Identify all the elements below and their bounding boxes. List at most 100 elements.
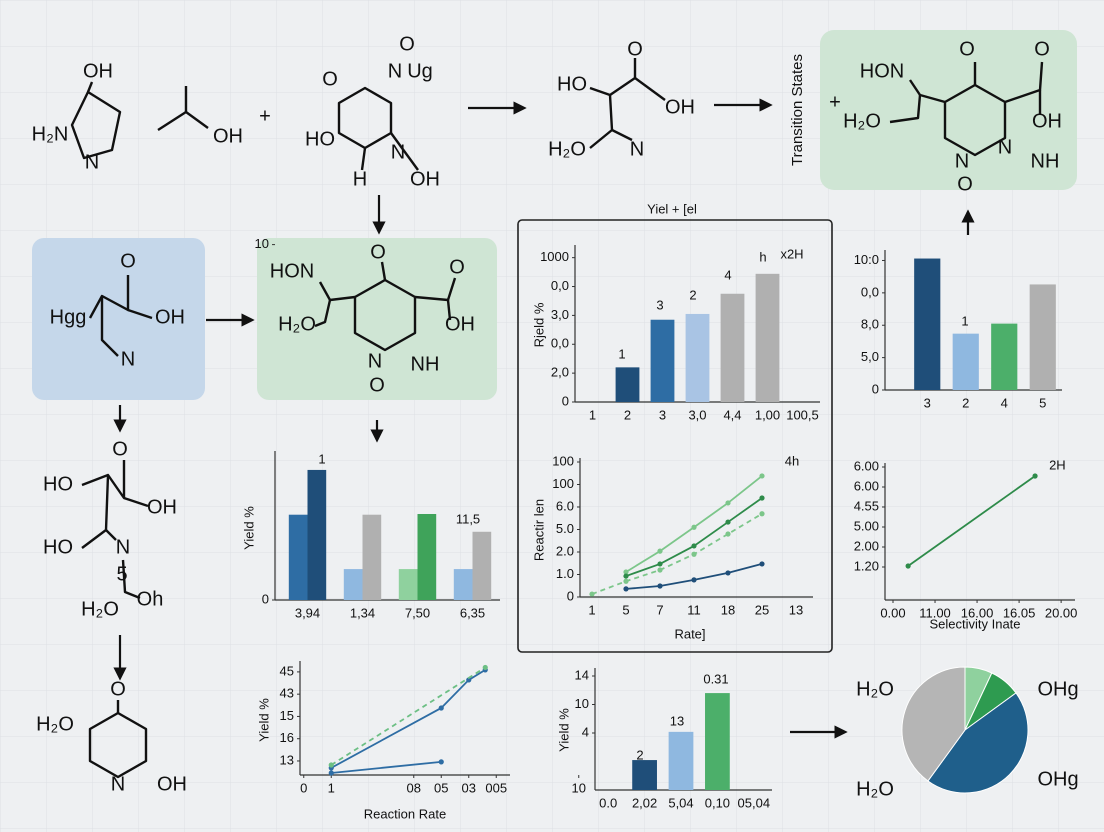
atom-label: N	[116, 536, 130, 558]
atom-label: N	[630, 138, 644, 160]
atom-label: OH	[410, 168, 440, 190]
y-tick-label: 10	[575, 696, 589, 711]
annotation: 13	[670, 713, 684, 728]
bar	[398, 569, 418, 600]
atom-label: OH	[1032, 110, 1062, 132]
line-series	[907, 475, 1036, 567]
x-tick-label: 13	[789, 602, 803, 617]
atom-label: O	[322, 68, 338, 90]
x-tick-label: 4,4	[723, 407, 741, 422]
y-tick-label: 4	[582, 724, 589, 739]
atom-label: OHg	[1037, 678, 1078, 700]
y-tick-label: 1.20	[854, 558, 879, 573]
chart-title: Yiel + [el	[647, 201, 697, 216]
atom-label: OH	[157, 773, 187, 795]
x-tick-label: 5	[622, 602, 629, 617]
y-tick-label: 5.0	[556, 521, 574, 536]
y-tick-label: 2.0	[556, 543, 574, 558]
y-tick-label: 6.00	[854, 478, 879, 493]
atom-label: H₂N	[32, 123, 69, 145]
atom-label: N	[111, 773, 125, 795]
bar	[914, 258, 941, 390]
reactant-box	[32, 238, 205, 400]
y-tick-label: 16	[280, 730, 294, 745]
x-tick-label: 11.00	[919, 605, 951, 620]
atom-label: OHg	[1037, 768, 1078, 790]
y-tick-label: 5.00	[854, 518, 879, 533]
atom-label: O	[112, 438, 128, 460]
x-tick-label: 16.00	[961, 605, 994, 620]
y-tick-label: 2,0	[551, 365, 569, 380]
y-tick-label: 0,0	[551, 336, 569, 351]
atom-label: HO	[305, 128, 335, 150]
atom-label: O	[120, 250, 136, 272]
y-tick-label: 8,0	[861, 317, 879, 332]
x-tick-label: 0	[300, 780, 307, 795]
y-tick-label: 45	[280, 663, 294, 678]
bar	[472, 531, 492, 600]
point	[691, 543, 697, 549]
x-tick-label: 10	[572, 780, 586, 795]
annotation: 11,5	[456, 511, 480, 526]
annotation: 4	[724, 267, 731, 282]
bar	[991, 323, 1018, 390]
y-tick-label: 13	[280, 752, 294, 767]
point	[725, 570, 731, 576]
y-tick-label: 5,0	[861, 349, 879, 364]
point	[725, 531, 731, 537]
atom-label: O	[627, 38, 643, 60]
atom-label: H	[353, 168, 367, 190]
annotation: 1	[618, 346, 625, 361]
x-tick-label: 11	[687, 602, 701, 617]
y-tick-label: 0	[562, 393, 569, 408]
annotation: 3	[656, 297, 663, 312]
x-tick-label: 2,02	[632, 795, 657, 810]
y-tick-label: 3,0	[551, 307, 569, 322]
point	[691, 524, 697, 530]
atom-label: O	[369, 374, 385, 396]
point	[589, 591, 595, 597]
bar	[362, 514, 382, 600]
point	[466, 677, 472, 683]
annotation: 1	[318, 451, 325, 466]
atom-label: Transition States	[789, 54, 806, 166]
atom-label: O	[449, 256, 465, 278]
atom-label: HON	[860, 60, 904, 82]
atom-label: N	[998, 136, 1012, 158]
bar	[343, 569, 363, 600]
y-tick-label: 4.55	[854, 498, 879, 513]
x-tick-label: 20.00	[1045, 605, 1078, 620]
y-tick-label: 0,0	[551, 278, 569, 293]
x-tick-label: 18	[721, 602, 735, 617]
bar	[417, 513, 437, 600]
point	[328, 762, 334, 768]
y-tick-label: 1.0	[556, 566, 574, 581]
point	[759, 473, 765, 479]
atom-label: O	[110, 678, 126, 700]
x-tick-label: 3	[659, 407, 666, 422]
bar	[685, 313, 710, 402]
bar	[705, 693, 730, 790]
point	[759, 495, 765, 501]
x-tick-label: 1	[328, 780, 335, 795]
atom-label: OH	[147, 496, 177, 518]
x-tick-label: 4	[1001, 395, 1008, 410]
bar	[755, 273, 780, 402]
point	[623, 586, 629, 592]
series-label: 2H	[1049, 457, 1066, 472]
point	[623, 573, 629, 579]
atom-label: OH	[665, 96, 695, 118]
x-tick-label: 1	[588, 602, 595, 617]
atom-label: O	[370, 241, 386, 263]
bar	[952, 333, 979, 390]
point	[623, 578, 629, 584]
point	[328, 770, 334, 776]
y-tick-label: 10:0	[854, 252, 879, 267]
line-series	[330, 669, 486, 769]
point	[657, 548, 663, 554]
point	[759, 561, 765, 567]
atom-label: N	[121, 348, 135, 370]
point	[759, 511, 765, 517]
atom-label: H₂O	[36, 713, 74, 735]
point	[657, 583, 663, 589]
